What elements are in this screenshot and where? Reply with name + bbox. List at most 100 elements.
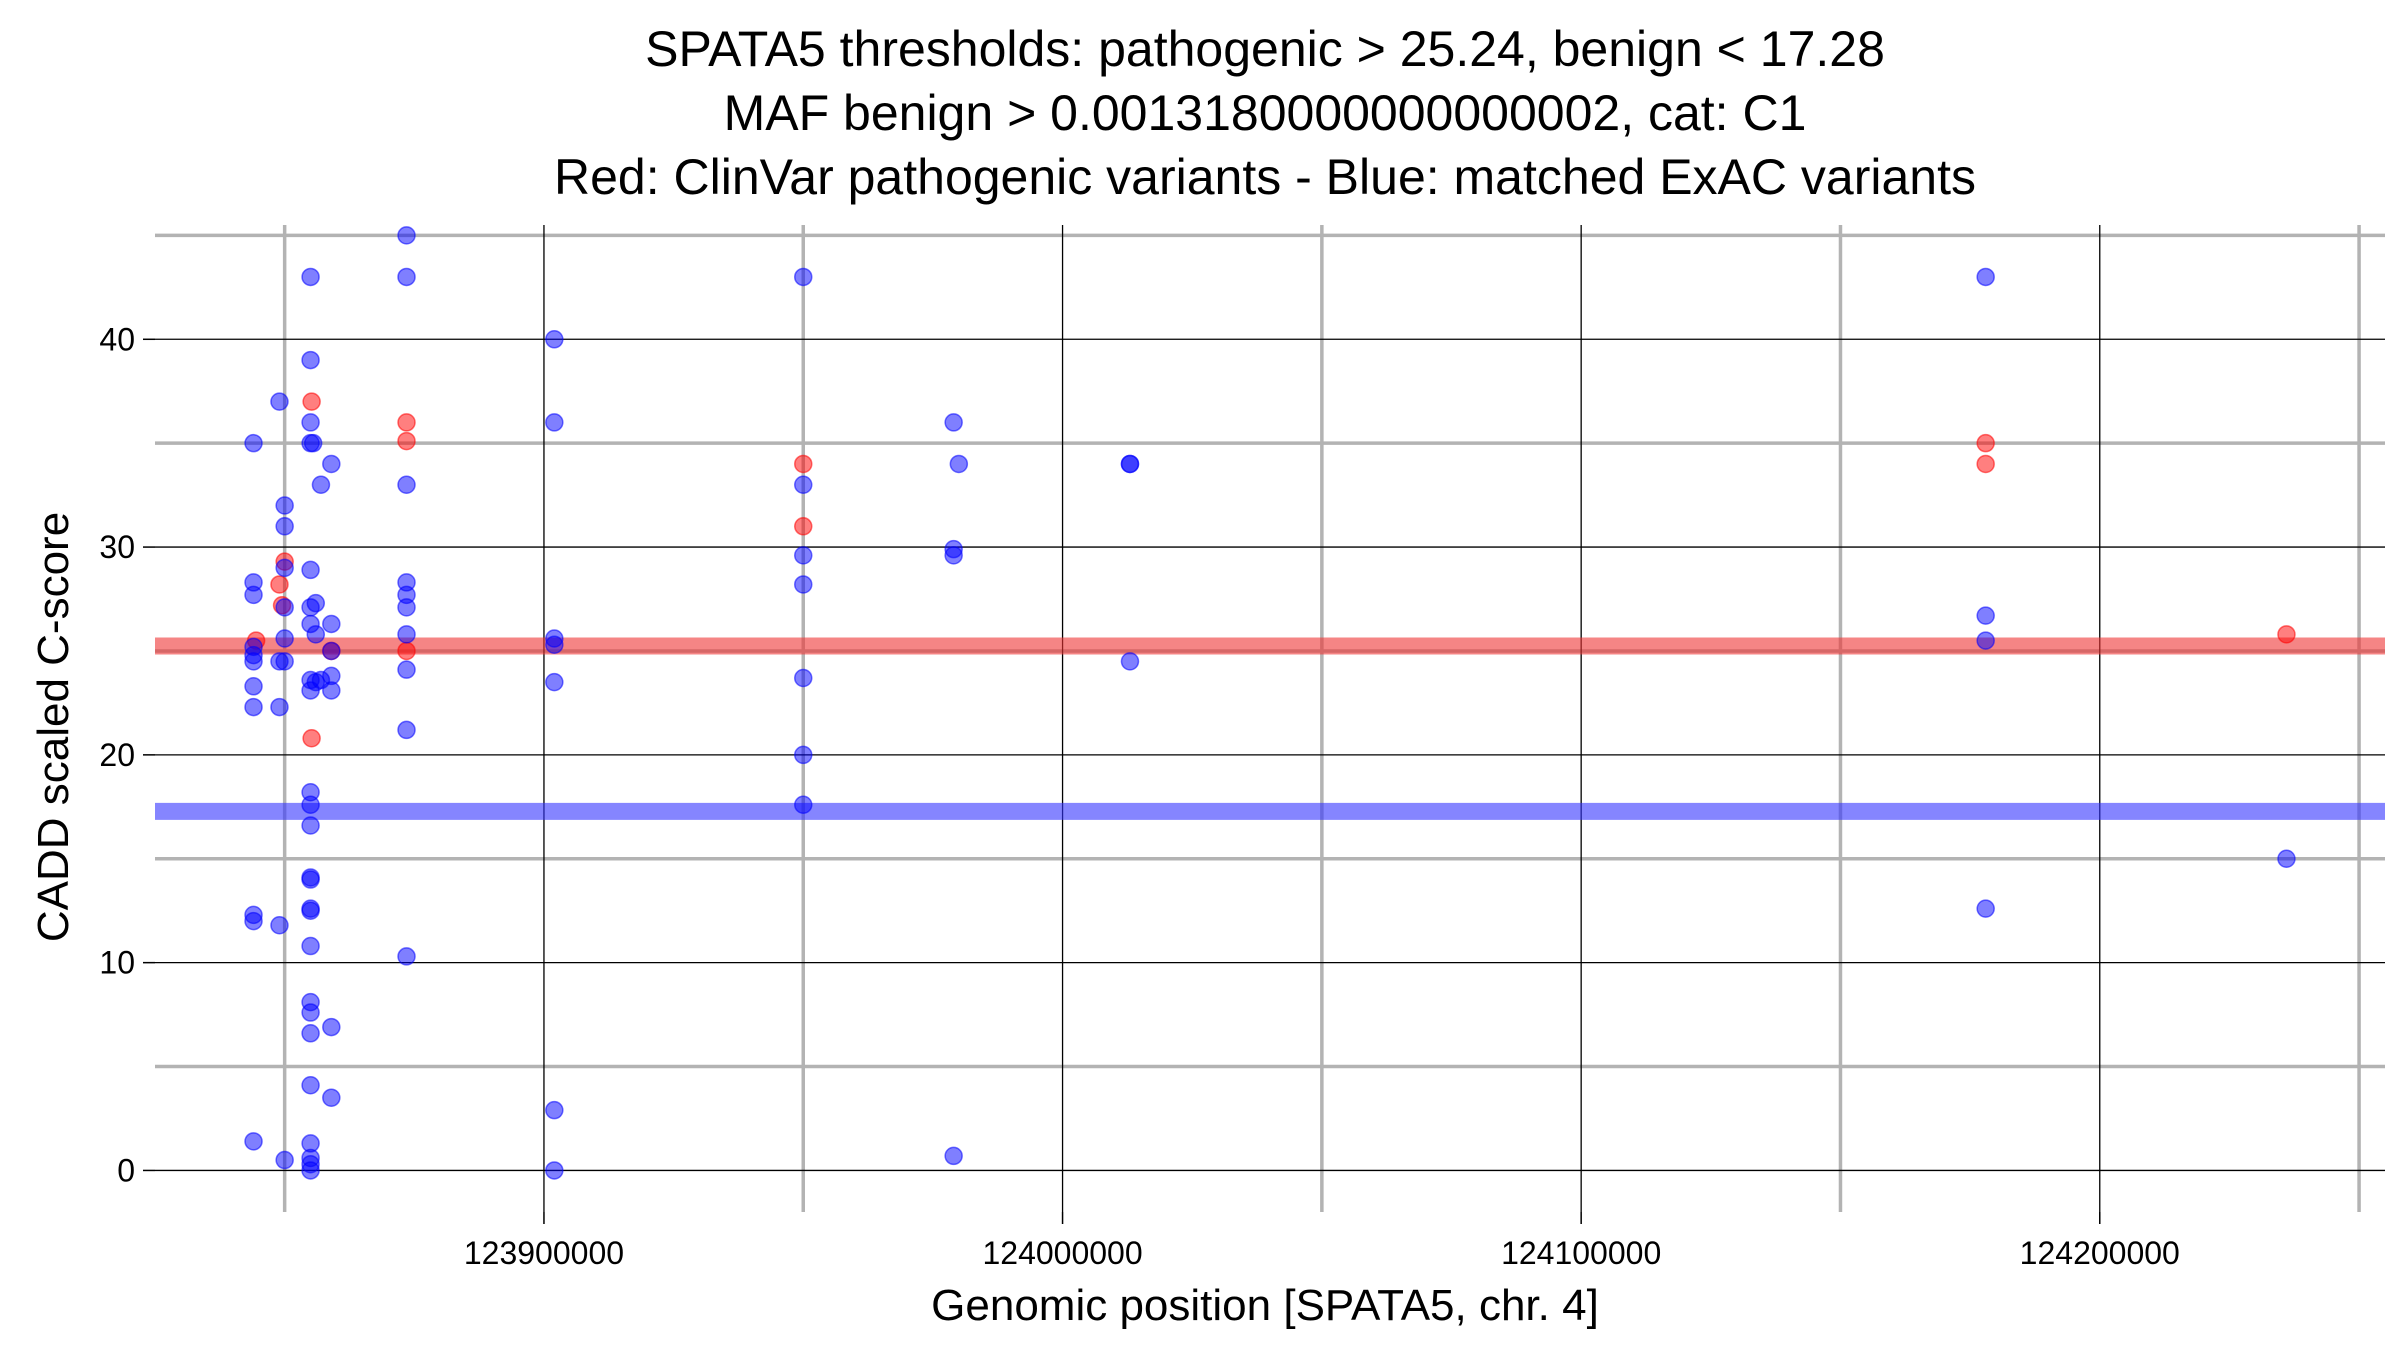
clinvar-pathogenic-point — [1976, 454, 1995, 474]
exac-variant-point — [545, 1100, 564, 1120]
exac-variant-point — [244, 911, 263, 931]
exac-variant-point — [301, 1161, 320, 1180]
exac-variant-point — [397, 598, 416, 617]
exac-variant-point — [322, 681, 341, 700]
clinvar-pathogenic-point — [794, 454, 813, 474]
exac-variant-point — [1976, 899, 1995, 918]
exac-variant-point — [275, 629, 294, 648]
exac-variant-point — [306, 625, 326, 644]
clinvar-pathogenic-point — [270, 575, 289, 594]
exac-variant-point — [545, 672, 564, 692]
chart-title: SPATA5 thresholds: pathogenic > 25.24, b… — [554, 21, 1976, 205]
exac-variant-point — [2277, 849, 2296, 869]
clinvar-pathogenic-point — [1976, 433, 1995, 453]
exac-variant-point — [244, 433, 263, 453]
clinvar-pathogenic-point — [302, 392, 321, 411]
exac-variant-point — [794, 668, 813, 688]
exac-variant-point — [301, 267, 320, 287]
y-tick-label: 40 — [99, 321, 135, 357]
y-axis-label: CADD scaled C-score — [29, 512, 78, 942]
exac-variant-point — [270, 697, 289, 717]
exac-variant-point — [397, 226, 416, 245]
exac-variant-point — [244, 585, 263, 605]
title-line-3: Red: ClinVar pathogenic variants - Blue:… — [554, 149, 1976, 205]
exac-variant-point — [322, 641, 341, 661]
exac-variant-point — [322, 614, 341, 634]
exac-variant-point — [301, 870, 320, 889]
x-tick-label: 123900000 — [464, 1235, 624, 1271]
title-line-1: SPATA5 thresholds: pathogenic > 25.24, b… — [645, 21, 1885, 77]
clinvar-pathogenic-point — [794, 517, 813, 536]
clinvar-pathogenic-point — [397, 641, 416, 661]
exac-variant-point — [397, 947, 416, 966]
exac-variant-point — [794, 745, 813, 765]
exac-variant-point — [244, 697, 263, 717]
exac-variant-point — [301, 816, 320, 835]
exac-variant-point — [1120, 652, 1140, 671]
exac-variant-point — [944, 413, 963, 432]
x-tick-label: 124200000 — [2020, 1235, 2180, 1271]
exac-variant-point — [301, 1075, 320, 1095]
exac-variant-point — [275, 558, 294, 578]
x-axis-label: Genomic position [SPATA5, chr. 4] — [931, 1281, 1599, 1330]
exac-variant-point — [545, 1161, 564, 1180]
x-tick-label: 124000000 — [982, 1235, 1142, 1271]
clinvar-pathogenic-point — [302, 728, 321, 748]
exac-variant-point — [275, 598, 294, 617]
exac-variant-point — [244, 1132, 263, 1151]
exac-variant-point — [301, 1024, 320, 1043]
exac-variant-point — [794, 575, 813, 594]
threshold-layer — [155, 637, 2385, 820]
exac-variant-point — [944, 1146, 963, 1166]
exac-variant-point — [301, 936, 320, 956]
exac-variant-point — [275, 652, 294, 671]
clinvar-pathogenic-point — [397, 431, 416, 451]
exac-variant-point — [794, 546, 813, 565]
exac-variant-point — [301, 560, 320, 580]
exac-variant-point — [303, 433, 323, 453]
exac-variant-point — [311, 475, 331, 494]
exac-variant-point — [275, 1150, 294, 1170]
clinvar-pathogenic-point — [2277, 625, 2296, 644]
exac-variant-point — [397, 720, 416, 740]
exac-variant-point — [794, 267, 813, 287]
exac-variant-point — [397, 267, 416, 287]
exac-variant-point — [1120, 454, 1140, 474]
y-tick-label: 0 — [117, 1152, 135, 1188]
x-tick-label: 124100000 — [1501, 1235, 1661, 1271]
grid-layer — [155, 225, 2385, 1212]
exac-variant-point — [244, 677, 263, 696]
axis-layer: 0 10 20 30 40 123900000 124000000 124100000 1242… — [99, 321, 2179, 1271]
exac-variant-point — [301, 350, 320, 370]
exac-variant-point — [1976, 606, 1995, 625]
exac-variant-point — [306, 593, 326, 613]
exac-variant-point — [301, 901, 320, 920]
exac-variant-point — [322, 1017, 341, 1037]
exac-variant-point — [275, 496, 294, 515]
exac-variant-point — [322, 1088, 341, 1107]
exac-variant-point — [275, 517, 294, 536]
exac-variant-point — [244, 652, 263, 671]
exac-variant-point — [545, 635, 564, 654]
exac-variant-point — [301, 413, 320, 432]
exac-variant-point — [397, 625, 416, 644]
exac-variant-point — [794, 475, 813, 494]
exac-variant-point — [270, 916, 289, 935]
exac-variant-point — [944, 546, 963, 565]
exac-variant-point — [794, 795, 813, 814]
y-tick-label: 30 — [99, 529, 135, 565]
exac-variant-point — [397, 475, 416, 494]
exac-variant-point — [545, 330, 564, 349]
exac-variant-point — [949, 454, 969, 474]
title-line-2: MAF benign > 0.0013180000000000002, cat:… — [724, 85, 1807, 141]
exac-variant-point — [1976, 267, 1995, 287]
y-tick-label: 20 — [99, 737, 135, 773]
exac-variant-point — [270, 392, 289, 411]
exac-variant-point — [1976, 631, 1995, 650]
exac-variant-point — [301, 795, 320, 814]
exac-variant-point — [301, 1003, 320, 1022]
points-layer — [244, 226, 2296, 1180]
y-tick-label: 10 — [99, 945, 135, 981]
